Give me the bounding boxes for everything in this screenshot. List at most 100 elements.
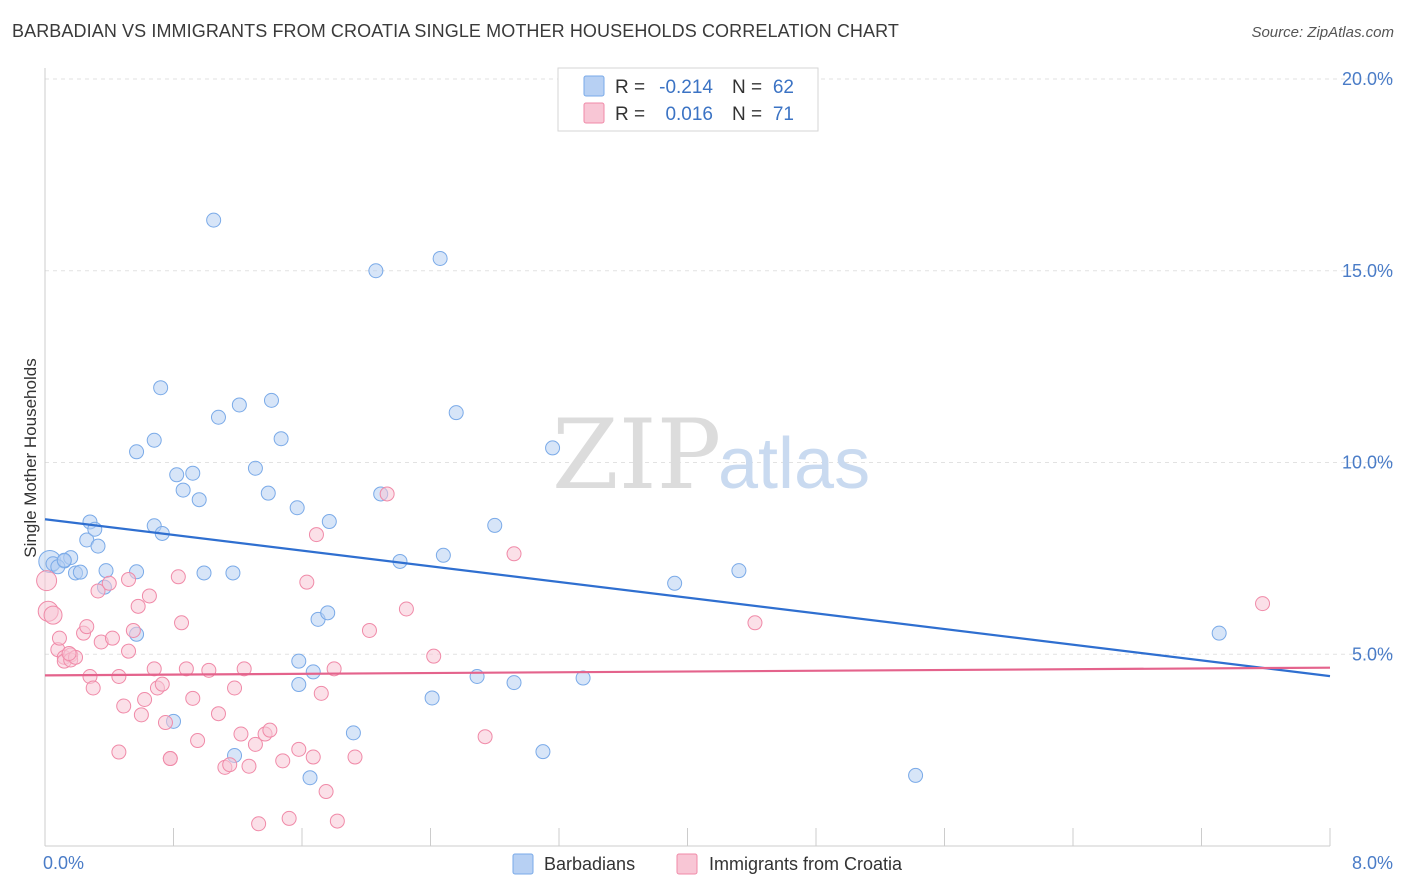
barbadians-point-28 xyxy=(273,431,289,447)
y-tick-label-3: 20.0% xyxy=(1342,69,1393,89)
croatia-point-45 xyxy=(262,722,278,738)
y-tick-label-0: 5.0% xyxy=(1352,644,1393,664)
croatia-point-22 xyxy=(130,598,146,614)
croatia-point-59 xyxy=(426,648,442,664)
barbadians-point-56 xyxy=(667,575,683,591)
croatia-point-39 xyxy=(233,726,249,742)
croatia-point-70 xyxy=(121,571,137,587)
chart-title: BARBADIAN VS IMMIGRANTS FROM CROATIA SIN… xyxy=(12,21,900,41)
croatia-point-42 xyxy=(247,736,263,752)
axes xyxy=(44,68,1331,847)
croatia-point-64 xyxy=(111,744,127,760)
grid-lines xyxy=(45,78,1395,655)
barbadians-point-24 xyxy=(231,397,247,413)
croatia-point-33 xyxy=(185,690,201,706)
barbadians-point-50 xyxy=(206,212,222,228)
croatia-point-55 xyxy=(347,749,363,765)
barbadians-point-31 xyxy=(291,653,307,669)
croatia-point-28 xyxy=(157,715,173,731)
barbadians-point-20 xyxy=(191,492,207,508)
barbadians-point-5 xyxy=(72,564,88,580)
croatia-point-69 xyxy=(61,645,77,661)
croatia-point-66 xyxy=(162,751,178,767)
barbadians-point-26 xyxy=(260,485,276,501)
stats-r-label-1: R = xyxy=(615,104,645,125)
barbadians-point-49 xyxy=(368,263,384,279)
source-label: Source: ZipAtlas.com xyxy=(1251,24,1394,41)
croatia-point-38 xyxy=(227,680,243,696)
croatia-point-41 xyxy=(241,758,257,774)
legend-label-barbadians: Barbadians xyxy=(544,854,635,874)
croatia-point-17 xyxy=(104,630,120,646)
barbadians-point-51 xyxy=(153,380,169,396)
barbadians-point-30 xyxy=(291,677,307,693)
croatia-point-20 xyxy=(121,643,137,659)
barbadians-point-44 xyxy=(487,517,503,533)
stats-r-value-1: 0.016 xyxy=(665,104,713,125)
trend-lines xyxy=(44,518,1331,678)
croatia-point-27 xyxy=(154,676,170,692)
croatia-point-51 xyxy=(313,685,329,701)
croatia-point-58 xyxy=(398,601,414,617)
croatia-point-4 xyxy=(51,630,67,646)
croatia-point-53 xyxy=(326,661,342,677)
croatia-point-50 xyxy=(305,749,321,765)
barbadians-point-21 xyxy=(196,565,212,581)
croatia-point-61 xyxy=(506,546,522,562)
croatia-point-57 xyxy=(379,486,395,502)
croatia-point-68 xyxy=(308,527,324,543)
croatia-point-19 xyxy=(116,698,132,714)
barbadians-point-32 xyxy=(302,770,318,786)
croatia-point-25 xyxy=(146,661,162,677)
croatia-point-36 xyxy=(210,706,226,722)
barbadians-point-9 xyxy=(90,538,106,554)
croatia-point-49 xyxy=(299,574,315,590)
barbadians-point-55 xyxy=(575,670,591,686)
y-tick-labels: 5.0% 10.0% 15.0% 20.0% xyxy=(1342,69,1393,664)
y-axis-label: Single Mother Households xyxy=(21,358,40,557)
barbadians-point-47 xyxy=(545,440,561,456)
croatia-point-31 xyxy=(174,615,190,631)
croatia-point-18 xyxy=(111,668,127,684)
barbadians-point-35 xyxy=(320,605,336,621)
legend-swatch-croatia xyxy=(676,853,698,875)
croatia-point-32 xyxy=(178,661,194,677)
barbadians-point-17 xyxy=(169,467,185,483)
x-tick-labels: 0.0% 8.0% xyxy=(43,853,1393,873)
stats-n-value-0: 62 xyxy=(773,77,794,98)
barbadians-point-57 xyxy=(731,563,747,579)
barbadians-point-25 xyxy=(247,460,263,476)
croatia-point-11 xyxy=(79,619,95,635)
x-tick-label-0: 0.0% xyxy=(43,853,84,873)
croatia-point-14 xyxy=(90,583,106,599)
croatia-trend-line xyxy=(44,666,1331,677)
barbadians-point-29 xyxy=(289,500,305,516)
stats-n-value-1: 71 xyxy=(773,104,794,125)
croatia-point-23 xyxy=(133,707,149,723)
stats-swatch-barbadians xyxy=(583,75,605,97)
barbadians-point-46 xyxy=(535,744,551,760)
stats-legend: R = -0.214 N = 62 R = 0.016 N = 71 xyxy=(557,67,819,132)
croatia-point-43 xyxy=(251,816,267,832)
barbadians-point-53 xyxy=(129,444,145,460)
watermark-zip: ZIP xyxy=(552,399,721,511)
barbadians-point-52 xyxy=(146,432,162,448)
croatia-point-63 xyxy=(1255,596,1271,612)
croatia-point-54 xyxy=(329,813,345,829)
barbadians-point-19 xyxy=(185,465,201,481)
barbadians-point-23 xyxy=(225,565,241,581)
x-tick-label-1: 8.0% xyxy=(1352,853,1393,873)
barbadians-point-36 xyxy=(321,514,337,530)
barbadians-point-40 xyxy=(424,690,440,706)
data-points xyxy=(36,212,1271,832)
croatia-point-2 xyxy=(43,605,63,625)
croatia-point-47 xyxy=(281,810,297,826)
series-legend: Barbadians Immigrants from Croatia xyxy=(512,853,903,875)
croatia-point-56 xyxy=(361,622,377,638)
legend-swatch-barbadians xyxy=(512,853,534,875)
croatia-point-65 xyxy=(137,692,153,708)
barbadians-point-22 xyxy=(210,409,226,425)
barbadians-point-37 xyxy=(345,725,361,741)
stats-n-label-1: N = xyxy=(732,104,762,125)
